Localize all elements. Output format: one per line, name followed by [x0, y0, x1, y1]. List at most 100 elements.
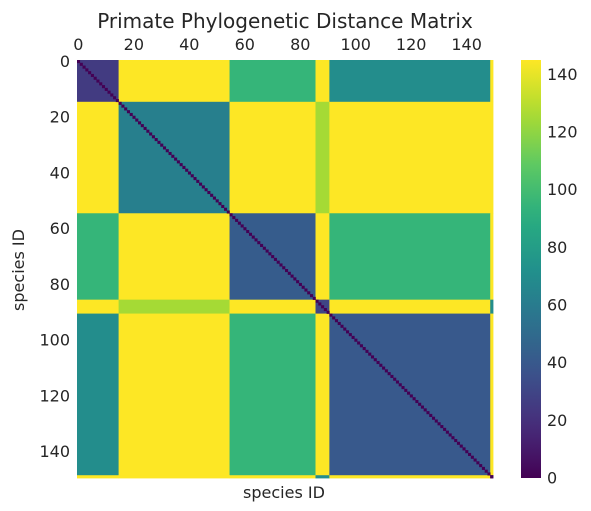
heatmap-block — [329, 475, 491, 479]
heatmap-diagonal-cell — [77, 60, 81, 64]
heatmap-block — [315, 313, 330, 476]
heatmap-block — [490, 101, 494, 214]
heatmap-diagonal-cell — [420, 405, 424, 409]
heatmap-diagonal-cell — [387, 372, 391, 376]
heatmap-diagonal-cell — [407, 391, 411, 395]
heatmap-block — [229, 475, 316, 479]
heatmap-diagonal-cell — [182, 165, 186, 169]
heatmap-diagonal-cell — [415, 399, 419, 404]
heatmap-block — [229, 101, 316, 214]
heatmap-diagonal-cell — [329, 313, 333, 317]
x-tick-label: 140 — [451, 35, 482, 54]
heatmap-diagonal-cell — [113, 96, 117, 100]
heatmap-diagonal-cell — [365, 349, 369, 353]
colorbar-tick-label: 100 — [547, 180, 578, 199]
heatmap-diagonal-cell — [332, 316, 336, 320]
heatmap-diagonal-cell — [437, 422, 441, 426]
heatmap-diagonal-cell — [440, 425, 444, 429]
heatmap-block — [490, 299, 494, 314]
heatmap-diagonal-cell — [448, 433, 452, 437]
heatmap-diagonal-cell — [160, 143, 164, 147]
colorbar-tick-label: 20 — [547, 411, 567, 430]
heatmap-diagonal-cell — [484, 469, 488, 473]
heatmap-block — [229, 60, 316, 103]
heatmap-diagonal-cell — [254, 238, 258, 242]
heatmap-diagonal-cell — [323, 308, 327, 312]
heatmap-diagonal-cell — [384, 369, 388, 373]
heatmap-diagonal-cell — [85, 68, 89, 72]
heatmap-diagonal-cell — [243, 227, 247, 231]
heatmap-diagonal-cell — [246, 229, 250, 234]
heatmap-diagonal-cell — [93, 76, 97, 80]
heatmap-block — [77, 475, 119, 479]
x-axis-label: species ID — [243, 483, 325, 502]
heatmap-block — [315, 213, 330, 301]
heatmap-diagonal-cell — [315, 299, 319, 303]
heatmap-diagonal-cell — [390, 374, 394, 378]
heatmap-diagonal-cell — [334, 319, 338, 323]
heatmap-diagonal-cell — [401, 386, 405, 390]
colorbar-tick-label: 80 — [547, 238, 567, 257]
heatmap-diagonal-cell — [124, 107, 128, 111]
y-tick-label: 60 — [50, 219, 70, 238]
heatmap-diagonal-cell — [357, 341, 361, 345]
heatmap-diagonal-cell — [393, 377, 397, 381]
heatmap-diagonal-cell — [454, 438, 458, 443]
y-tick-label: 100 — [39, 331, 70, 350]
heatmap-diagonal-cell — [395, 380, 400, 384]
heatmap-diagonal-cell — [473, 458, 477, 462]
heatmap-block — [118, 299, 230, 314]
chart-title: Primate Phylogenetic Distance Matrix — [97, 9, 473, 33]
heatmap-diagonal-cell — [171, 154, 175, 158]
heatmap-diagonal-cell — [174, 157, 178, 161]
heatmap-diagonal-cell — [346, 330, 350, 334]
heatmap-diagonal-cell — [271, 255, 275, 259]
heatmap-diagonal-cell — [318, 302, 322, 306]
heatmap-diagonal-cell — [226, 210, 230, 214]
heatmap-block — [315, 475, 330, 479]
heatmap-diagonal-cell — [107, 90, 111, 94]
heatmap-diagonal-cell — [456, 441, 461, 445]
colorbar-tick-label: 60 — [547, 296, 567, 315]
heatmap-diagonal-cell — [232, 216, 236, 220]
heatmap-diagonal-cell — [79, 62, 83, 66]
heatmap-diagonal-cell — [110, 93, 114, 97]
heatmap-diagonal-cell — [370, 355, 375, 359]
heatmap-diagonal-cell — [362, 347, 366, 351]
heatmap-diagonal-cell — [337, 321, 341, 326]
heatmap-diagonal-cell — [376, 360, 380, 365]
heatmap-diagonal-cell — [207, 190, 211, 195]
heatmap-block — [118, 475, 230, 479]
heatmap-block — [315, 60, 330, 103]
heatmap-diagonal-cell — [445, 430, 449, 434]
heatmap-diagonal-cell — [409, 394, 413, 398]
x-tick-label: 40 — [179, 35, 199, 54]
heatmap-diagonal-cell — [135, 118, 139, 122]
heatmap-diagonal-cell — [298, 282, 302, 287]
heatmap-diagonal-cell — [343, 327, 347, 331]
heatmap-diagonal-cell — [157, 140, 161, 144]
heatmap-diagonal-cell — [479, 464, 483, 468]
heatmap-diagonal-cell — [115, 99, 119, 103]
heatmap-diagonal-cell — [132, 115, 136, 119]
x-tick-label: 60 — [235, 35, 255, 54]
heatmap-diagonal-cell — [487, 472, 491, 476]
heatmap-block — [118, 213, 230, 301]
heatmap-block — [329, 60, 491, 103]
heatmap-diagonal-cell — [223, 207, 228, 211]
heatmap-block — [77, 313, 119, 476]
heatmap-diagonal-cell — [212, 196, 216, 200]
heatmap-diagonal-cell — [431, 416, 436, 420]
heatmap-diagonal-cell — [398, 383, 402, 387]
x-axis-ticks: 0 20 40 60 80 100 120 140 — [73, 35, 482, 54]
heatmap-diagonal-cell — [190, 174, 194, 178]
heatmap-diagonal-cell — [268, 252, 272, 256]
heatmap-diagonal-cell — [129, 112, 133, 117]
heatmap-diagonal-cell — [257, 241, 261, 245]
heatmap-diagonal-cell — [154, 138, 158, 142]
y-axis-ticks: 0 20 40 60 80 100 120 140 — [39, 52, 70, 461]
heatmap-diagonal-cell — [285, 269, 289, 273]
heatmap-diagonal-cell — [199, 182, 203, 186]
heatmap-diagonal-cell — [451, 436, 455, 440]
heatmap-diagonal-cell — [490, 475, 494, 479]
